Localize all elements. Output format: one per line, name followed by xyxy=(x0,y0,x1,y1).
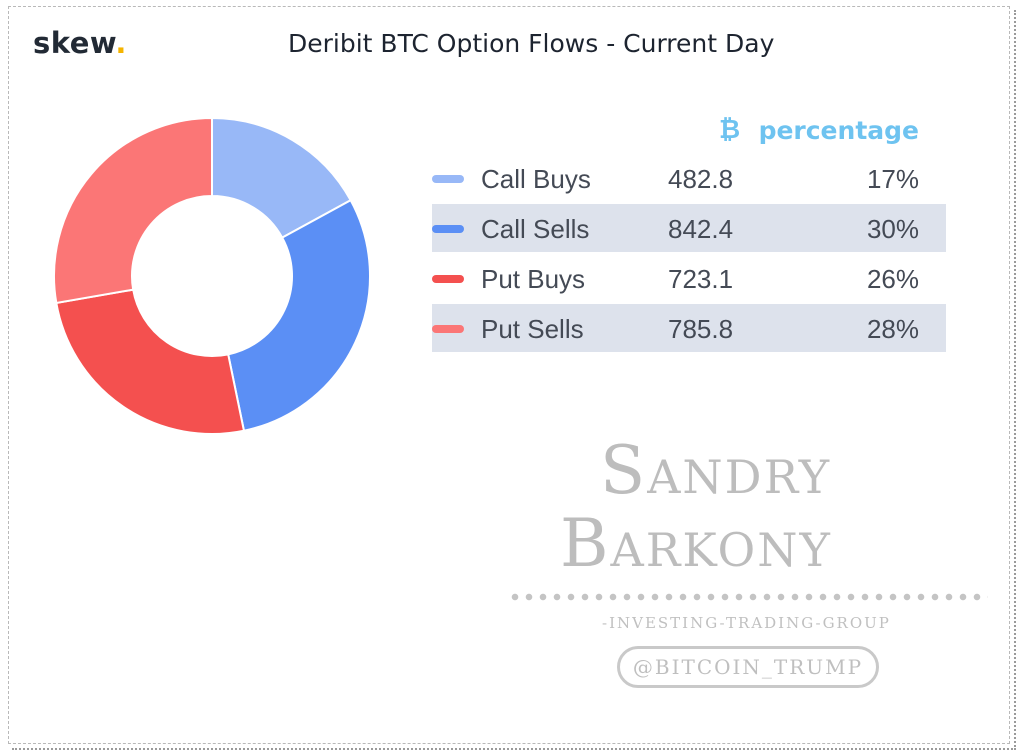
donut-slice-call-sells[interactable] xyxy=(226,198,371,432)
legend-percent: 30% xyxy=(866,214,919,244)
percentage-column-header: percentage xyxy=(758,116,919,145)
legend-series-name: Put Buys xyxy=(481,264,586,294)
watermark-handle-badge: @BITCOIN_TRUMP xyxy=(617,646,879,688)
donut-slice-put-buys[interactable] xyxy=(55,288,246,435)
legend-swatch xyxy=(432,275,464,283)
watermark-subtitle: -INVESTING-TRADING-GROUP xyxy=(602,614,891,632)
frame-border-decoration xyxy=(12,10,1016,750)
donut-chart xyxy=(53,116,371,435)
donut-slice-put-sells[interactable] xyxy=(53,116,213,305)
skew-logo: skew. xyxy=(33,26,127,60)
legend-swatch xyxy=(432,225,464,233)
legend-row-put-buys[interactable]: Put Buys 723.1 26% xyxy=(432,254,946,302)
legend-btc-value: 842.4 xyxy=(668,214,734,244)
legend-table: ₿ percentage Call Buys 482.8 17% Call Se… xyxy=(432,108,946,354)
legend-row-call-sells[interactable]: Call Sells 842.4 30% xyxy=(432,204,946,252)
legend-table-header: ₿ percentage xyxy=(432,108,946,154)
legend-row-put-sells[interactable]: Put Sells 785.8 28% xyxy=(432,304,946,352)
legend-percent: 26% xyxy=(866,264,919,294)
watermark-line2: Barkony xyxy=(560,505,832,582)
donut-slice-call-buys[interactable] xyxy=(211,116,352,239)
legend-swatch xyxy=(432,325,464,333)
legend-swatch xyxy=(432,175,464,183)
legend-btc-value: 482.8 xyxy=(668,164,734,194)
logo-dot: . xyxy=(115,26,127,60)
legend-percent: 17% xyxy=(866,164,919,194)
watermark-dotted-divider xyxy=(508,590,988,604)
btc-column-header: ₿ xyxy=(719,115,741,145)
logo-text: skew xyxy=(33,26,116,60)
legend-btc-value: 785.8 xyxy=(668,314,734,344)
legend-row-call-buys[interactable]: Call Buys 482.8 17% xyxy=(432,154,946,202)
legend-percent: 28% xyxy=(866,314,919,344)
chart-title: Deribit BTC Option Flows - Current Day xyxy=(288,29,775,58)
legend-btc-value: 723.1 xyxy=(668,264,734,294)
watermark-line1: Sandry xyxy=(600,432,832,509)
legend-series-name: Call Sells xyxy=(481,214,590,244)
legend-series-name: Call Buys xyxy=(481,164,591,194)
legend-series-name: Put Sells xyxy=(481,314,584,344)
